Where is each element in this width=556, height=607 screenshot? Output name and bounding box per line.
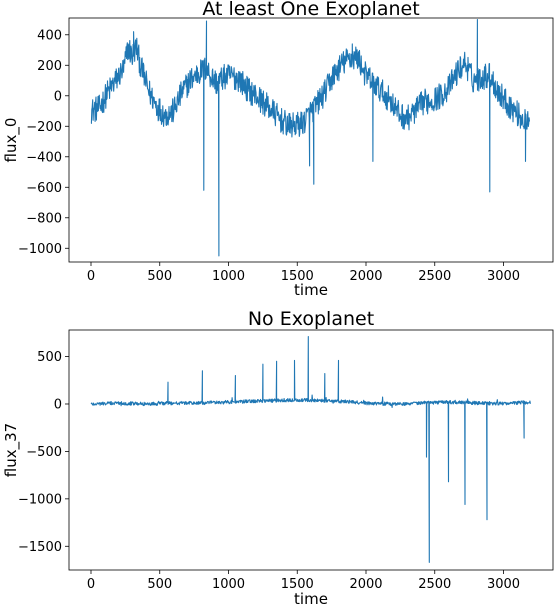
y-tick-label: −800 [26, 211, 62, 226]
x-tick-label: 2500 [418, 577, 451, 592]
plot-frame [68, 17, 554, 263]
chart-title: At least One Exoplanet [202, 0, 419, 20]
x-tick-label: 500 [147, 269, 172, 284]
x-tick-label: 2500 [418, 269, 451, 284]
y-tick-label: −600 [26, 181, 62, 196]
plot-frame [68, 329, 554, 571]
y-axis-title: flux_37 [2, 423, 21, 477]
y-tick-label: −200 [26, 120, 62, 135]
y-tick-label: 400 [37, 28, 62, 43]
y-tick-label: −400 [26, 150, 62, 165]
series-line [90, 18, 531, 257]
x-tick-label: 2000 [349, 577, 382, 592]
y-tick-label: 0 [54, 89, 62, 104]
y-axis-title: flux_0 [2, 118, 21, 163]
y-tick-label: −1000 [18, 492, 62, 507]
x-tick-label: 2000 [349, 269, 382, 284]
x-tick-label: 0 [87, 269, 95, 284]
y-tick-label: 500 [37, 350, 62, 365]
chart-title: No Exoplanet [248, 308, 374, 330]
y-tick-label: −1000 [18, 242, 62, 257]
x-tick-label: 1500 [281, 577, 314, 592]
x-tick-label: 3000 [487, 269, 520, 284]
y-tick-label: 200 [37, 59, 62, 74]
x-tick-label: 1000 [212, 269, 245, 284]
series-line [90, 336, 532, 563]
x-tick-label: 1500 [281, 269, 314, 284]
x-tick-label: 0 [87, 577, 95, 592]
x-axis-title: time [294, 281, 328, 299]
x-axis-title: time [294, 590, 328, 607]
y-tick-label: −1500 [18, 540, 62, 555]
y-tick-label: 0 [54, 397, 62, 412]
x-tick-label: 500 [147, 577, 172, 592]
x-tick-label: 1000 [212, 577, 245, 592]
chart-no-exoplanet: No Exoplanet 0 500 1000 1500 2000 2500 3000 500 0… [2, 308, 554, 607]
y-tick-label: −500 [26, 445, 62, 460]
x-tick-label: 3000 [487, 577, 520, 592]
